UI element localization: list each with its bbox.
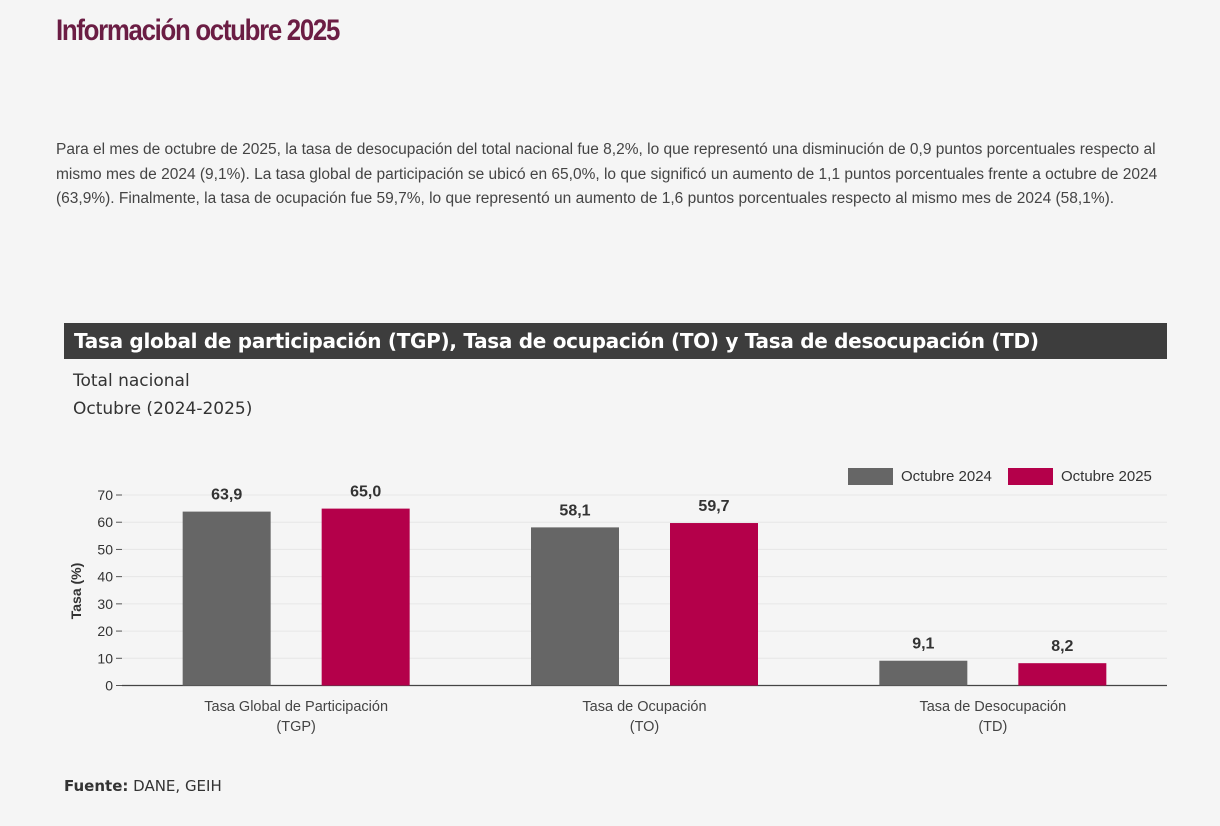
- legend-label: Octubre 2024: [901, 468, 992, 485]
- page-title: Información octubre 2025: [56, 14, 340, 47]
- legend-swatch: [848, 468, 893, 485]
- x-category-label: Tasa de Desocupación: [919, 699, 1066, 715]
- bar: [1018, 663, 1107, 686]
- x-category-label: (TO): [630, 719, 660, 735]
- bar-value-label: 59,7: [698, 498, 729, 515]
- bar-value-label: 63,9: [211, 487, 242, 504]
- y-tick-label: 10: [97, 650, 113, 666]
- chart-subtitle-scope: Total nacional: [73, 371, 190, 391]
- y-tick-label: 70: [97, 487, 113, 503]
- y-tick-label: 0: [105, 678, 113, 694]
- legend-label: Octubre 2025: [1061, 468, 1152, 485]
- y-tick-label: 50: [97, 541, 113, 557]
- source-note: Fuente: DANE, GEIH: [64, 777, 222, 795]
- x-category-label: (TD): [978, 719, 1007, 735]
- bar-value-label: 65,0: [350, 484, 381, 501]
- bar: [670, 523, 758, 686]
- chart-header: Tasa global de participación (TGP), Tasa…: [64, 323, 1167, 359]
- y-tick-label: 60: [97, 514, 113, 530]
- source-label: Fuente:: [64, 777, 129, 795]
- y-tick-label: 40: [97, 569, 113, 585]
- chart-subtitle-period: Octubre (2024-2025): [73, 399, 253, 419]
- bar: [531, 527, 619, 686]
- x-category-label: Tasa de Ocupación: [582, 699, 706, 715]
- intro-paragraph: Para el mes de octubre de 2025, la tasa …: [56, 141, 1158, 207]
- bar: [879, 660, 968, 686]
- bar-chart: 0 10 20 30 40 50 60 70 Tasa (%) 63,9 65,0 Tasa Glob…: [68, 468, 1167, 735]
- source-text: DANE, GEIH: [133, 777, 222, 795]
- bar: [321, 508, 410, 686]
- legend-swatch: [1008, 468, 1053, 485]
- y-axis-title: Tasa (%): [68, 563, 84, 620]
- y-tick-label: 30: [97, 596, 113, 612]
- x-category-label: Tasa Global de Participación: [204, 699, 388, 715]
- bar-value-label: 9,1: [912, 636, 934, 653]
- bar-value-label: 58,1: [559, 502, 590, 519]
- y-tick-label: 20: [97, 623, 113, 639]
- bar: [182, 511, 271, 686]
- x-category-label: (TGP): [276, 719, 315, 735]
- bar-value-label: 8,2: [1051, 638, 1073, 655]
